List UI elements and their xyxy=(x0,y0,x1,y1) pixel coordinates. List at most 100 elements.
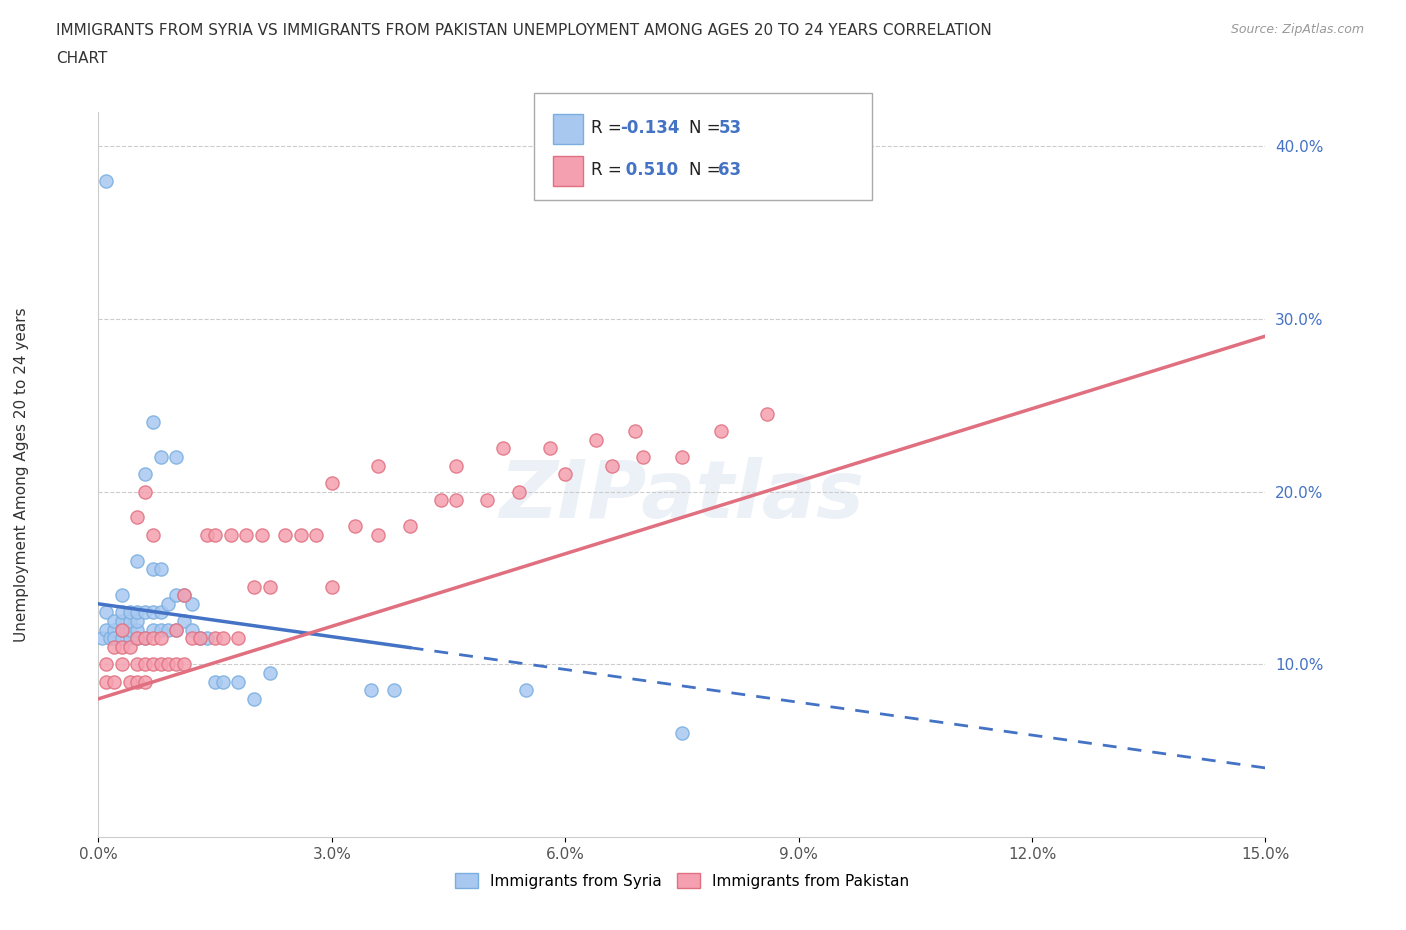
Point xyxy=(204,631,226,645)
Point xyxy=(134,631,156,645)
Text: N =: N = xyxy=(689,119,725,138)
Point xyxy=(173,614,195,629)
Point xyxy=(118,622,141,637)
Point xyxy=(103,622,125,637)
Point xyxy=(149,631,172,645)
Point xyxy=(142,657,165,671)
Point xyxy=(111,657,134,671)
Point xyxy=(111,622,134,637)
Point xyxy=(321,475,343,490)
Legend: Immigrants from Syria, Immigrants from Pakistan: Immigrants from Syria, Immigrants from P… xyxy=(449,867,915,895)
Point xyxy=(219,527,242,542)
Point xyxy=(344,519,367,534)
Text: CHART: CHART xyxy=(56,51,108,66)
Point xyxy=(429,493,451,508)
Point xyxy=(243,579,266,594)
Point xyxy=(180,622,202,637)
Point xyxy=(118,605,141,620)
Point xyxy=(173,588,195,603)
Point xyxy=(367,527,389,542)
Point xyxy=(142,562,165,577)
Point xyxy=(134,631,156,645)
Point xyxy=(118,640,141,655)
Point xyxy=(195,631,218,645)
Text: -0.134: -0.134 xyxy=(620,119,679,138)
Point xyxy=(118,614,141,629)
Text: 63: 63 xyxy=(718,161,741,179)
Point xyxy=(127,622,149,637)
Text: ZIPatlas: ZIPatlas xyxy=(499,457,865,535)
Point xyxy=(118,674,141,689)
Point xyxy=(243,691,266,706)
Point xyxy=(111,631,134,645)
Point xyxy=(165,622,187,637)
Point xyxy=(165,622,187,637)
Point xyxy=(149,449,172,464)
Point xyxy=(111,588,134,603)
Point xyxy=(96,674,118,689)
Point xyxy=(195,527,218,542)
Point xyxy=(142,605,165,620)
Text: Source: ZipAtlas.com: Source: ZipAtlas.com xyxy=(1230,23,1364,36)
Point xyxy=(446,458,468,473)
Point xyxy=(96,657,118,671)
Point xyxy=(508,485,530,499)
Point xyxy=(127,553,149,568)
Point xyxy=(127,510,149,525)
Y-axis label: Unemployment Among Ages 20 to 24 years: Unemployment Among Ages 20 to 24 years xyxy=(14,307,30,642)
Point xyxy=(212,674,235,689)
Point xyxy=(367,458,389,473)
Point xyxy=(157,622,180,637)
Point xyxy=(259,579,281,594)
Point xyxy=(134,657,156,671)
Point xyxy=(111,640,134,655)
Point xyxy=(235,527,257,542)
Point xyxy=(111,605,134,620)
Point xyxy=(157,657,180,671)
Point xyxy=(149,657,172,671)
Point xyxy=(142,622,165,637)
Point xyxy=(585,432,607,447)
Point xyxy=(98,631,121,645)
Point xyxy=(127,674,149,689)
Point xyxy=(134,674,156,689)
Point xyxy=(321,579,343,594)
Point xyxy=(96,622,118,637)
Point xyxy=(127,605,149,620)
Point xyxy=(142,527,165,542)
Point xyxy=(127,657,149,671)
Text: R =: R = xyxy=(591,161,627,179)
Point xyxy=(188,631,211,645)
Point xyxy=(290,527,312,542)
Point xyxy=(134,485,156,499)
Point xyxy=(671,726,693,741)
Point xyxy=(103,640,125,655)
Point xyxy=(515,683,537,698)
Point xyxy=(96,605,118,620)
Point xyxy=(149,605,172,620)
Point xyxy=(103,631,125,645)
Point xyxy=(142,631,165,645)
Point xyxy=(118,631,141,645)
Point xyxy=(631,449,654,464)
Point xyxy=(188,631,211,645)
Point xyxy=(173,588,195,603)
Point xyxy=(165,657,187,671)
Point xyxy=(360,683,382,698)
Point xyxy=(149,622,172,637)
Point xyxy=(477,493,499,508)
Point xyxy=(250,527,273,542)
Point xyxy=(446,493,468,508)
Point xyxy=(165,449,187,464)
Point xyxy=(259,666,281,681)
Text: IMMIGRANTS FROM SYRIA VS IMMIGRANTS FROM PAKISTAN UNEMPLOYMENT AMONG AGES 20 TO : IMMIGRANTS FROM SYRIA VS IMMIGRANTS FROM… xyxy=(56,23,993,38)
Point xyxy=(127,614,149,629)
Point xyxy=(554,467,576,482)
Point xyxy=(624,424,647,439)
Text: R =: R = xyxy=(591,119,627,138)
Point xyxy=(756,406,779,421)
Point xyxy=(103,614,125,629)
Point xyxy=(204,674,226,689)
Point xyxy=(228,674,250,689)
Point xyxy=(204,527,226,542)
